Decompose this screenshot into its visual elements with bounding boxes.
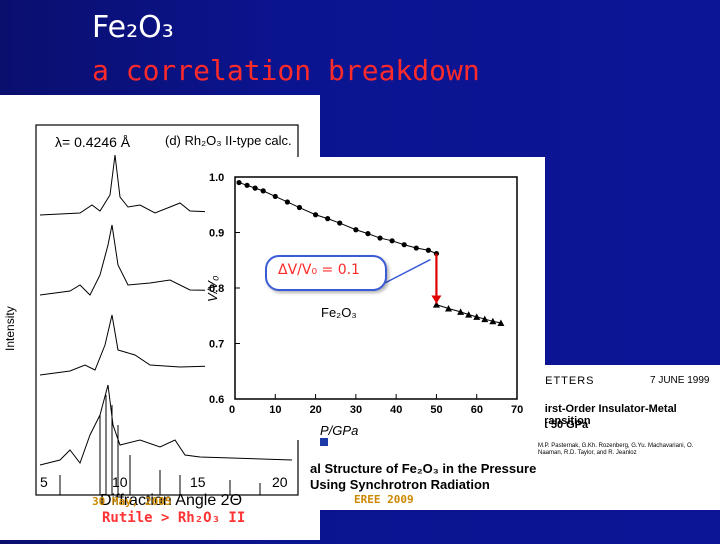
calc-label: (d) Rh₂O₃ II-type calc.: [165, 133, 292, 148]
x-tick-label: 50: [430, 404, 442, 416]
pattern-b: [39, 314, 293, 376]
pattern-c: [39, 224, 293, 296]
journal-name: LETTERS: [538, 375, 595, 387]
pattern-d: [39, 154, 293, 216]
data-point: [244, 182, 250, 188]
intensity-label: Intensity: [3, 306, 17, 351]
tick-20: 20: [272, 474, 288, 490]
data-point: [401, 242, 407, 248]
data-point: [353, 227, 359, 233]
data-point: [365, 231, 371, 237]
pattern-a: [39, 384, 293, 466]
x-tick-label: 10: [269, 404, 281, 416]
x-tick-label: 30: [350, 404, 362, 416]
pv-panel: 0 10 20 30 40 50 60 70 0.6 0.7 0.8 0.9 1.0 P/GPa V/V…: [205, 157, 545, 440]
delta-v-annotation: [265, 255, 387, 291]
struct-title-a: al Structure of Fe₂O₃ in the Pressure: [310, 461, 537, 476]
x-tick-label: 40: [390, 404, 402, 416]
paper-authors: M.P. Pasternak, G.Kh. Rozenberg, G.Yu. M…: [538, 443, 694, 456]
data-point: [489, 317, 497, 325]
delta-v-text: ΔV/V₀ = 0.1: [278, 262, 360, 278]
pv-material-label: Fe₂O₃: [321, 305, 357, 320]
tick-10: 10: [112, 474, 128, 490]
journal-date: 7 JUNE 1999: [650, 375, 710, 386]
y-tick-label: 0.7: [209, 339, 224, 351]
series-line-0: [238, 182, 437, 255]
diffraction-xlabel: Diffraction Angle 2Θ: [100, 492, 242, 509]
footer-caption: Rutile > Rh₂O₃ II: [102, 510, 246, 526]
pv-xlabel: P/GPa: [320, 423, 358, 438]
footer-event: EREE 2009: [354, 493, 414, 506]
x-tick-label: 70: [511, 404, 523, 416]
lambda-label: λ= 0.4246 Å: [55, 134, 131, 150]
pv-chart: 0 10 20 30 40 50 60 70 0.6 0.7 0.8 0.9 1.0 P/GPa V/V…: [205, 172, 523, 438]
struct-title-b: Using Synchrotron Radiation: [310, 477, 490, 492]
data-point: [284, 199, 290, 205]
paper-title-b: at 50 GPa: [538, 419, 589, 431]
footer-date: 30 May, 2005: [92, 495, 172, 508]
y-tick-label: 0.8: [209, 283, 224, 295]
tick-5: 5: [40, 474, 48, 490]
data-point: [312, 212, 319, 218]
data-point: [337, 220, 343, 226]
x-tick-label: 60: [471, 404, 483, 416]
data-point: [413, 245, 419, 251]
data-point: [236, 179, 242, 186]
y-tick-label: 0.6: [209, 394, 224, 406]
tick-15: 15: [190, 474, 206, 490]
data-point: [465, 311, 473, 318]
data-point: [272, 193, 278, 200]
slide-title: Fe₂O₃: [92, 10, 174, 45]
paper-title-a: First-Order Insulator-Metal Transition: [538, 403, 677, 427]
slide-subtitle: a correlation breakdown: [92, 54, 480, 87]
data-point: [497, 319, 505, 326]
pv-ylabel: V/V₀: [205, 275, 220, 302]
data-point: [377, 235, 383, 241]
bullet-square: [320, 438, 328, 446]
data-point: [473, 313, 481, 320]
data-point: [325, 216, 331, 222]
data-point: [260, 188, 266, 194]
data-point: [457, 308, 465, 315]
data-point: [445, 305, 453, 312]
data-point: [432, 301, 440, 308]
data-point: [425, 247, 431, 253]
x-tick-label: 0: [229, 404, 235, 416]
diffraction-figure: λ= 0.4246 Å (d) Rh₂O₃ II-type calc. Inte…: [3, 124, 299, 509]
data-point: [481, 315, 489, 323]
data-point: [296, 204, 303, 211]
data-point: [252, 185, 258, 191]
x-tick-label: 20: [310, 404, 322, 416]
y-tick-label: 0.9: [209, 228, 224, 240]
data-point: [389, 238, 395, 244]
arrow-head-icon: [431, 295, 442, 304]
annotation-pointer: [382, 258, 431, 285]
y-tick-label: 1.0: [209, 172, 224, 184]
